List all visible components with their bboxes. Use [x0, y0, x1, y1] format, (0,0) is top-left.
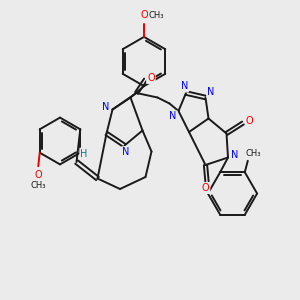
Text: N: N	[122, 147, 130, 157]
Text: N: N	[181, 81, 188, 92]
Text: N: N	[102, 102, 110, 112]
Text: O: O	[34, 170, 42, 180]
Text: CH₃: CH₃	[31, 181, 46, 190]
Text: H: H	[80, 148, 88, 159]
Text: O: O	[140, 10, 148, 20]
Text: O: O	[246, 116, 254, 126]
Text: CH₃: CH₃	[245, 149, 261, 158]
Text: N: N	[231, 149, 238, 160]
Text: N: N	[169, 111, 177, 122]
Text: CH₃: CH₃	[149, 11, 164, 20]
Text: N: N	[207, 87, 214, 97]
Text: O: O	[147, 73, 155, 83]
Text: O: O	[202, 183, 209, 193]
